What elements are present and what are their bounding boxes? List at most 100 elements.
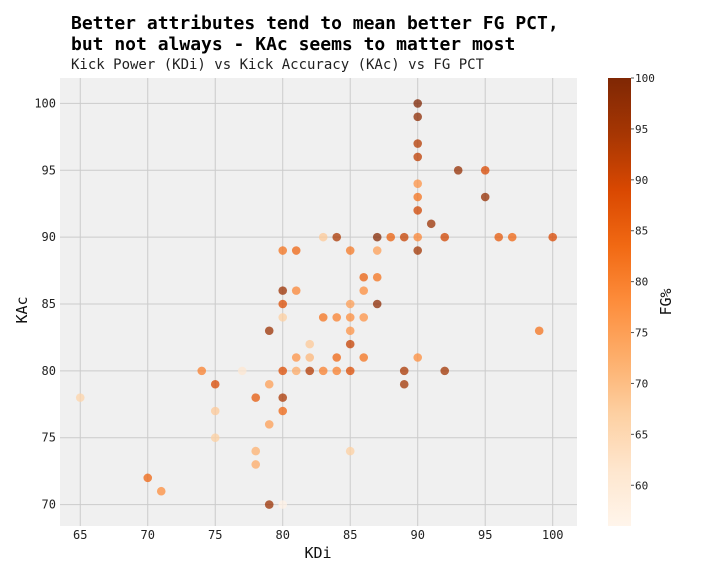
data-point: [345, 313, 355, 322]
data-point: [413, 152, 423, 162]
y-tick-label: 80: [42, 364, 56, 378]
y-axis-label: KAc: [13, 296, 31, 323]
colorbar-tick-label: 60: [635, 479, 648, 492]
data-point: [210, 379, 220, 389]
data-point: [251, 446, 261, 456]
data-point: [305, 366, 315, 376]
colorbar-tick-label: 65: [635, 428, 648, 441]
data-point: [278, 286, 288, 295]
data-point: [413, 179, 423, 188]
data-point: [318, 232, 328, 242]
y-axis-ticks: 70 75 80 85 90 95 100: [34, 96, 56, 511]
data-point: [440, 232, 450, 242]
data-point: [278, 406, 288, 416]
colorbar-tick-label: 70: [635, 377, 648, 390]
data-point: [278, 366, 288, 376]
y-tick-label: 85: [42, 297, 56, 311]
data-point: [291, 366, 301, 376]
data-point: [278, 393, 288, 402]
colorbar-tick-label: 85: [635, 225, 648, 238]
data-point: [251, 460, 261, 469]
colorbar: [608, 78, 631, 526]
data-point: [413, 353, 423, 362]
x-tick-label: 70: [141, 528, 155, 542]
y-tick-label: 70: [42, 498, 56, 512]
y-tick-label: 100: [34, 96, 56, 110]
y-tick-label: 95: [42, 163, 56, 177]
colorbar-label: FG%: [657, 288, 675, 315]
chart-title-line-1: Better attributes tend to mean better FG…: [71, 13, 559, 34]
data-point: [305, 339, 315, 349]
data-point: [305, 353, 315, 362]
data-point: [494, 232, 504, 242]
colorbar-tick-label: 75: [635, 327, 648, 340]
colorbar-tick-label: 80: [635, 276, 648, 289]
data-point: [453, 165, 463, 175]
data-point: [278, 313, 288, 322]
data-point: [548, 232, 558, 242]
data-point: [143, 473, 153, 483]
data-point: [372, 246, 382, 255]
x-tick-label: 95: [478, 528, 492, 542]
data-point: [413, 99, 423, 108]
data-point: [345, 326, 355, 336]
data-point: [210, 433, 220, 443]
data-points: [75, 99, 558, 509]
data-point: [345, 446, 355, 456]
colorbar-tick-label: 100: [635, 72, 655, 85]
x-tick-label: 65: [73, 528, 87, 542]
y-tick-label: 90: [42, 230, 56, 244]
data-point: [413, 139, 423, 148]
data-point: [332, 313, 342, 322]
plot-area: [60, 78, 577, 526]
data-point: [291, 353, 301, 362]
data-point: [75, 393, 85, 402]
data-point: [237, 366, 247, 376]
data-point: [399, 366, 409, 376]
colorbar-tick-label: 90: [635, 174, 648, 187]
y-tick-label: 75: [42, 431, 56, 445]
data-point: [156, 486, 166, 496]
x-tick-label: 100: [542, 528, 564, 542]
data-point: [440, 366, 450, 376]
data-point: [332, 366, 342, 376]
data-point: [413, 246, 423, 255]
data-point: [507, 232, 517, 242]
data-point: [278, 500, 288, 509]
data-point: [399, 379, 409, 389]
data-point: [372, 299, 382, 309]
data-point: [372, 272, 382, 282]
data-point: [345, 366, 355, 376]
data-point: [345, 246, 355, 255]
data-point: [480, 165, 490, 175]
data-point: [278, 299, 288, 309]
data-point: [278, 246, 288, 255]
data-point: [372, 232, 382, 242]
data-point: [264, 420, 274, 429]
colorbar-tick-label: 95: [635, 123, 648, 136]
grid-lines: [60, 78, 577, 526]
data-point: [359, 272, 369, 282]
data-point: [332, 353, 342, 362]
data-point: [413, 112, 423, 122]
data-point: [264, 326, 274, 336]
x-tick-label: 80: [276, 528, 290, 542]
chart-title: Better attributes tend to mean better FG…: [71, 13, 559, 55]
data-point: [345, 299, 355, 309]
data-point: [399, 232, 409, 242]
data-point: [264, 379, 274, 389]
data-point: [318, 313, 328, 322]
data-point: [426, 219, 436, 229]
x-axis-ticks: 65 70 75 80 85 90 95 100: [73, 528, 564, 542]
data-point: [197, 366, 207, 376]
data-point: [534, 326, 544, 336]
data-point: [386, 232, 396, 242]
x-axis-label: KDi: [304, 544, 331, 562]
colorbar-ticks: 60 65 70 75 80 85 90 95 100: [631, 72, 655, 492]
data-point: [345, 339, 355, 349]
x-tick-label: 85: [343, 528, 357, 542]
data-point: [291, 286, 301, 295]
chart-title-line-2: but not always - KAc seems to matter mos…: [71, 34, 516, 55]
data-point: [413, 192, 423, 202]
